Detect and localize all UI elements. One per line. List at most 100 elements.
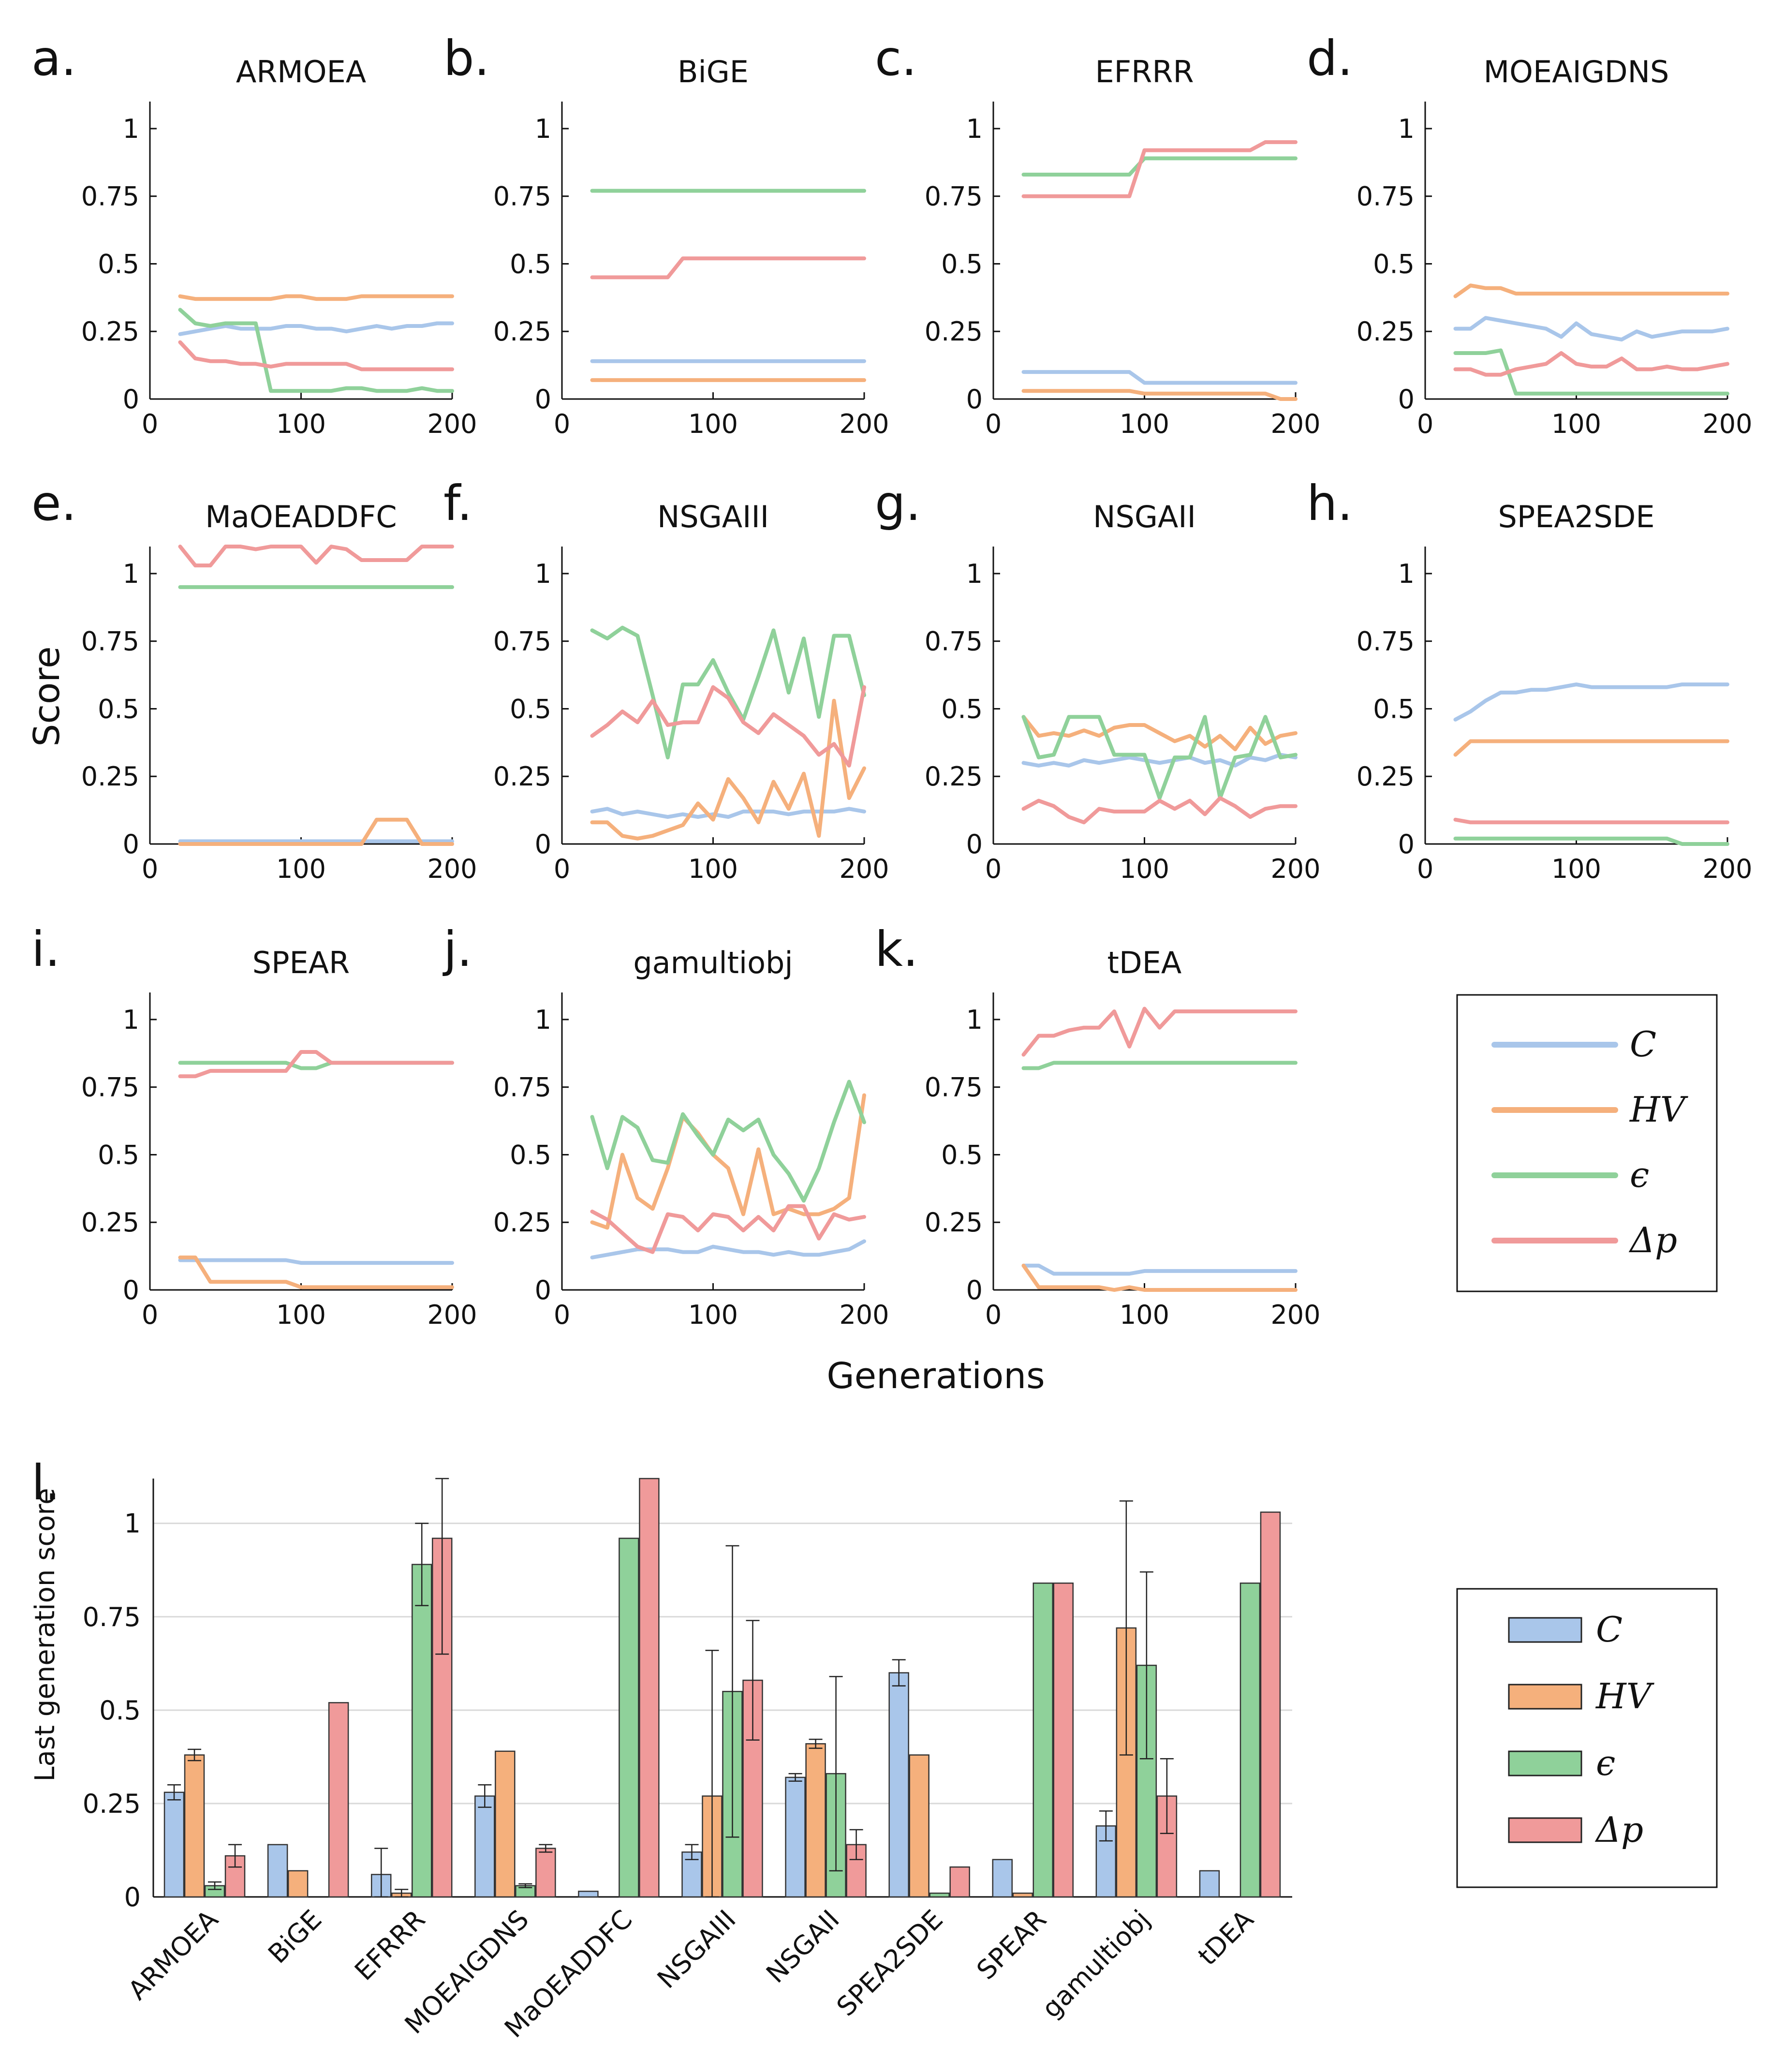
panel-letter: j. xyxy=(442,921,472,977)
x-tick-label: 200 xyxy=(839,1300,889,1330)
bar-bige-delta-p xyxy=(328,1702,349,1898)
panel-title: SPEAR xyxy=(252,945,350,980)
series-line-epsilon xyxy=(1453,348,1729,396)
category-label: NSGAIII xyxy=(651,1904,742,1995)
y-tick-label: 1 xyxy=(966,114,983,144)
legend-label-epsilon: ϵ xyxy=(1596,1743,1615,1783)
series-line-hv xyxy=(1453,739,1729,757)
legend-swatch-c xyxy=(1508,1617,1582,1643)
y-tick-label: 0.25 xyxy=(81,1207,139,1238)
y-tick-label: 0.75 xyxy=(1357,626,1415,657)
series-line-c xyxy=(1021,370,1298,385)
series-line-epsilon xyxy=(1021,715,1298,800)
bar-maoeaddfc-delta-p xyxy=(639,1478,660,1898)
legend-swatch-hv xyxy=(1508,1684,1582,1710)
legend-top: C HV ϵ Δp xyxy=(1456,994,1718,1292)
line-panel-efrrr: c. EFRRR 0 0.25 0.5 0.75 1 0 100 200 xyxy=(875,30,1321,439)
legend-label-delta-p: Δp xyxy=(1594,1809,1643,1850)
series-line-epsilon xyxy=(590,1080,866,1203)
series-line-c xyxy=(590,1239,866,1259)
series-line-c xyxy=(178,321,454,336)
panel-letter: a. xyxy=(31,30,76,87)
legend-swatch-epsilon xyxy=(1508,1750,1582,1776)
y-tick-label: 0.25 xyxy=(1357,761,1415,792)
panel-letter: k. xyxy=(875,921,918,977)
y-tick-label: 0.5 xyxy=(510,249,551,279)
bar-spear-delta-p xyxy=(1053,1583,1074,1898)
x-tick-label: 200 xyxy=(1702,409,1752,439)
y-tick-label: 0.5 xyxy=(510,694,551,724)
panel-letter: d. xyxy=(1307,30,1353,87)
bar-armoea-c xyxy=(163,1791,185,1898)
bar-spear-c xyxy=(992,1859,1013,1898)
panel-letter: h. xyxy=(1307,475,1353,532)
line-panel-tdea: k. tDEA 0 0.25 0.5 0.75 1 0 100 200 xyxy=(875,921,1321,1330)
category-label: tDEA xyxy=(1192,1904,1259,1971)
series-line-delta-p xyxy=(590,1204,866,1254)
panel-letter: g. xyxy=(875,475,921,532)
series-line-delta-p xyxy=(1453,351,1729,377)
y-tick-label: 0 xyxy=(123,1275,139,1305)
y-tick-label: 0.5 xyxy=(510,1140,551,1170)
panel-title: gamultiobj xyxy=(633,945,793,980)
line-panel-nsgaiii: f. NSGAIII 0 0.25 0.5 0.75 1 0 100 200 xyxy=(443,475,889,884)
x-tick-label: 200 xyxy=(1270,1300,1320,1330)
series-line-delta-p xyxy=(1021,140,1298,198)
category-label: ARMOEA xyxy=(122,1904,224,2006)
y-tick-label: 0 xyxy=(124,1882,141,1912)
x-tick-label: 200 xyxy=(427,854,477,884)
category-label: NSGAII xyxy=(760,1904,845,1989)
series-line-hv xyxy=(1021,1263,1298,1292)
y-tick-label: 0 xyxy=(966,829,983,859)
y-tick-label: 1 xyxy=(966,1005,983,1035)
x-tick-label: 100 xyxy=(688,1300,738,1330)
y-tick-label: 0 xyxy=(966,1275,983,1305)
y-tick-label: 0.5 xyxy=(99,1695,141,1726)
line-panel-armoea: a. ARMOEA 0 0.25 0.5 0.75 1 0 100 200 xyxy=(31,30,477,439)
bar-armoea-hv xyxy=(184,1754,205,1898)
series-line-epsilon xyxy=(590,625,866,760)
panel-title: tDEA xyxy=(1107,945,1182,980)
y-tick-label: 0.75 xyxy=(81,626,139,657)
y-tick-label: 0.25 xyxy=(493,316,551,347)
y-tick-label: 0 xyxy=(535,829,551,859)
series-line-c xyxy=(1021,1263,1298,1276)
y-tick-label: 0.5 xyxy=(941,249,983,279)
bar-maoeaddfc-c xyxy=(578,1891,599,1898)
legend-top-frame xyxy=(1456,994,1718,1292)
line-panel-spear: i. SPEAR 0 0.25 0.5 0.75 1 0 100 200 xyxy=(31,921,477,1330)
y-tick-label: 1 xyxy=(1398,559,1415,589)
y-tick-label: 1 xyxy=(535,559,551,589)
panel-title: EFRRR xyxy=(1095,54,1194,89)
line-panel-gamultiobj: j. gamultiobj 0 0.25 0.5 0.75 1 0 100 200 xyxy=(442,921,889,1330)
series-line-hv xyxy=(178,294,454,301)
series-line-hv xyxy=(178,1255,454,1289)
panel-letter-l: l. xyxy=(31,1454,60,1511)
category-label: BiGE xyxy=(262,1904,327,1969)
series-line-delta-p xyxy=(1453,817,1729,825)
series-line-epsilon xyxy=(1021,1061,1298,1070)
x-tick-label: 100 xyxy=(1120,854,1169,884)
y-tick-label: 0.25 xyxy=(493,1207,551,1238)
legend-label-epsilon: ϵ xyxy=(1630,1154,1649,1195)
legend-label-hv: HV xyxy=(1629,1089,1689,1130)
series-line-c xyxy=(1021,753,1298,768)
y-tick-label: 0 xyxy=(123,384,139,414)
x-tick-label: 100 xyxy=(276,1300,326,1330)
series-line-epsilon xyxy=(178,308,454,393)
x-tick-label: 100 xyxy=(276,854,326,884)
y-tick-label: 0.25 xyxy=(925,1207,983,1238)
bar-maoeaddfc-epsilon xyxy=(619,1538,639,1898)
y-tick-label: 0.75 xyxy=(81,181,139,212)
y-tick-label: 0 xyxy=(1398,829,1415,859)
x-tick-label: 100 xyxy=(688,409,738,439)
series-line-hv xyxy=(1021,715,1298,752)
x-tick-label: 100 xyxy=(1551,854,1601,884)
x-tick-label: 100 xyxy=(1551,409,1601,439)
bar-spea2sde-delta-p xyxy=(949,1866,970,1898)
x-tick-label: 0 xyxy=(985,1300,1002,1330)
series-line-hv xyxy=(590,698,866,841)
y-tick-label: 0.5 xyxy=(1373,249,1415,279)
y-tick-label: 1 xyxy=(123,559,139,589)
